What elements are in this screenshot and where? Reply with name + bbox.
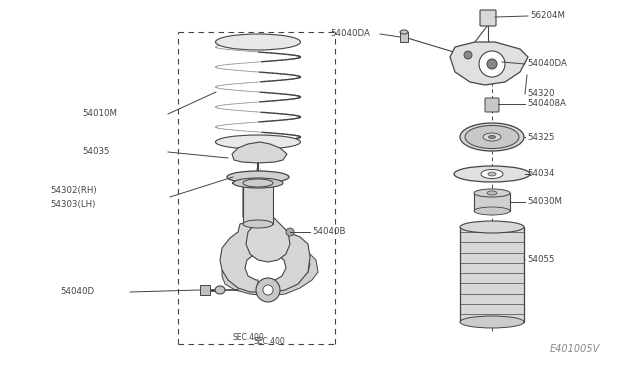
Bar — [243, 183, 273, 224]
Ellipse shape — [488, 172, 496, 176]
FancyBboxPatch shape — [480, 10, 496, 26]
Polygon shape — [222, 252, 318, 296]
FancyBboxPatch shape — [485, 98, 499, 112]
Text: 54040D: 54040D — [60, 288, 94, 296]
Circle shape — [256, 278, 280, 302]
Ellipse shape — [400, 30, 408, 34]
Text: 54303(LH): 54303(LH) — [50, 199, 95, 208]
Ellipse shape — [487, 191, 497, 195]
Text: SEC.400: SEC.400 — [232, 333, 264, 342]
Bar — [400, 32, 408, 42]
Ellipse shape — [454, 166, 530, 182]
Polygon shape — [232, 142, 287, 163]
Ellipse shape — [243, 220, 273, 228]
Text: 54055: 54055 — [527, 256, 554, 264]
Ellipse shape — [474, 207, 510, 215]
Bar — [474, 193, 510, 211]
Ellipse shape — [216, 135, 301, 149]
Ellipse shape — [215, 286, 225, 294]
Ellipse shape — [460, 221, 524, 233]
Text: 54040DA: 54040DA — [330, 29, 370, 38]
Ellipse shape — [483, 133, 501, 141]
Ellipse shape — [488, 135, 495, 138]
Circle shape — [464, 51, 472, 59]
Polygon shape — [450, 42, 528, 85]
Ellipse shape — [243, 179, 273, 187]
Text: SEC.400: SEC.400 — [254, 337, 285, 346]
Text: E401005V: E401005V — [550, 344, 600, 354]
Ellipse shape — [474, 189, 510, 197]
Text: 54030M: 54030M — [527, 198, 562, 206]
Polygon shape — [232, 183, 290, 262]
Circle shape — [479, 51, 505, 77]
Ellipse shape — [460, 123, 524, 151]
Text: 54320: 54320 — [527, 90, 554, 99]
Polygon shape — [220, 220, 310, 292]
Ellipse shape — [465, 125, 519, 148]
Ellipse shape — [460, 316, 524, 328]
Ellipse shape — [216, 34, 301, 50]
Text: 54302(RH): 54302(RH) — [50, 186, 97, 195]
Ellipse shape — [227, 171, 289, 183]
Circle shape — [263, 285, 273, 295]
Ellipse shape — [481, 170, 503, 179]
Text: 54040DA: 54040DA — [527, 60, 567, 68]
Bar — [460, 227, 524, 322]
Text: 54040B: 54040B — [312, 228, 346, 237]
Text: 54035: 54035 — [82, 148, 109, 157]
Bar — [200, 285, 210, 295]
Text: 54010M: 54010M — [82, 109, 117, 119]
Text: 56204M: 56204M — [530, 12, 565, 20]
Ellipse shape — [233, 178, 283, 188]
Text: 54034: 54034 — [527, 170, 554, 179]
Text: 54325: 54325 — [527, 132, 554, 141]
Circle shape — [286, 228, 294, 236]
Text: 540408A: 540408A — [527, 99, 566, 109]
Circle shape — [487, 59, 497, 69]
